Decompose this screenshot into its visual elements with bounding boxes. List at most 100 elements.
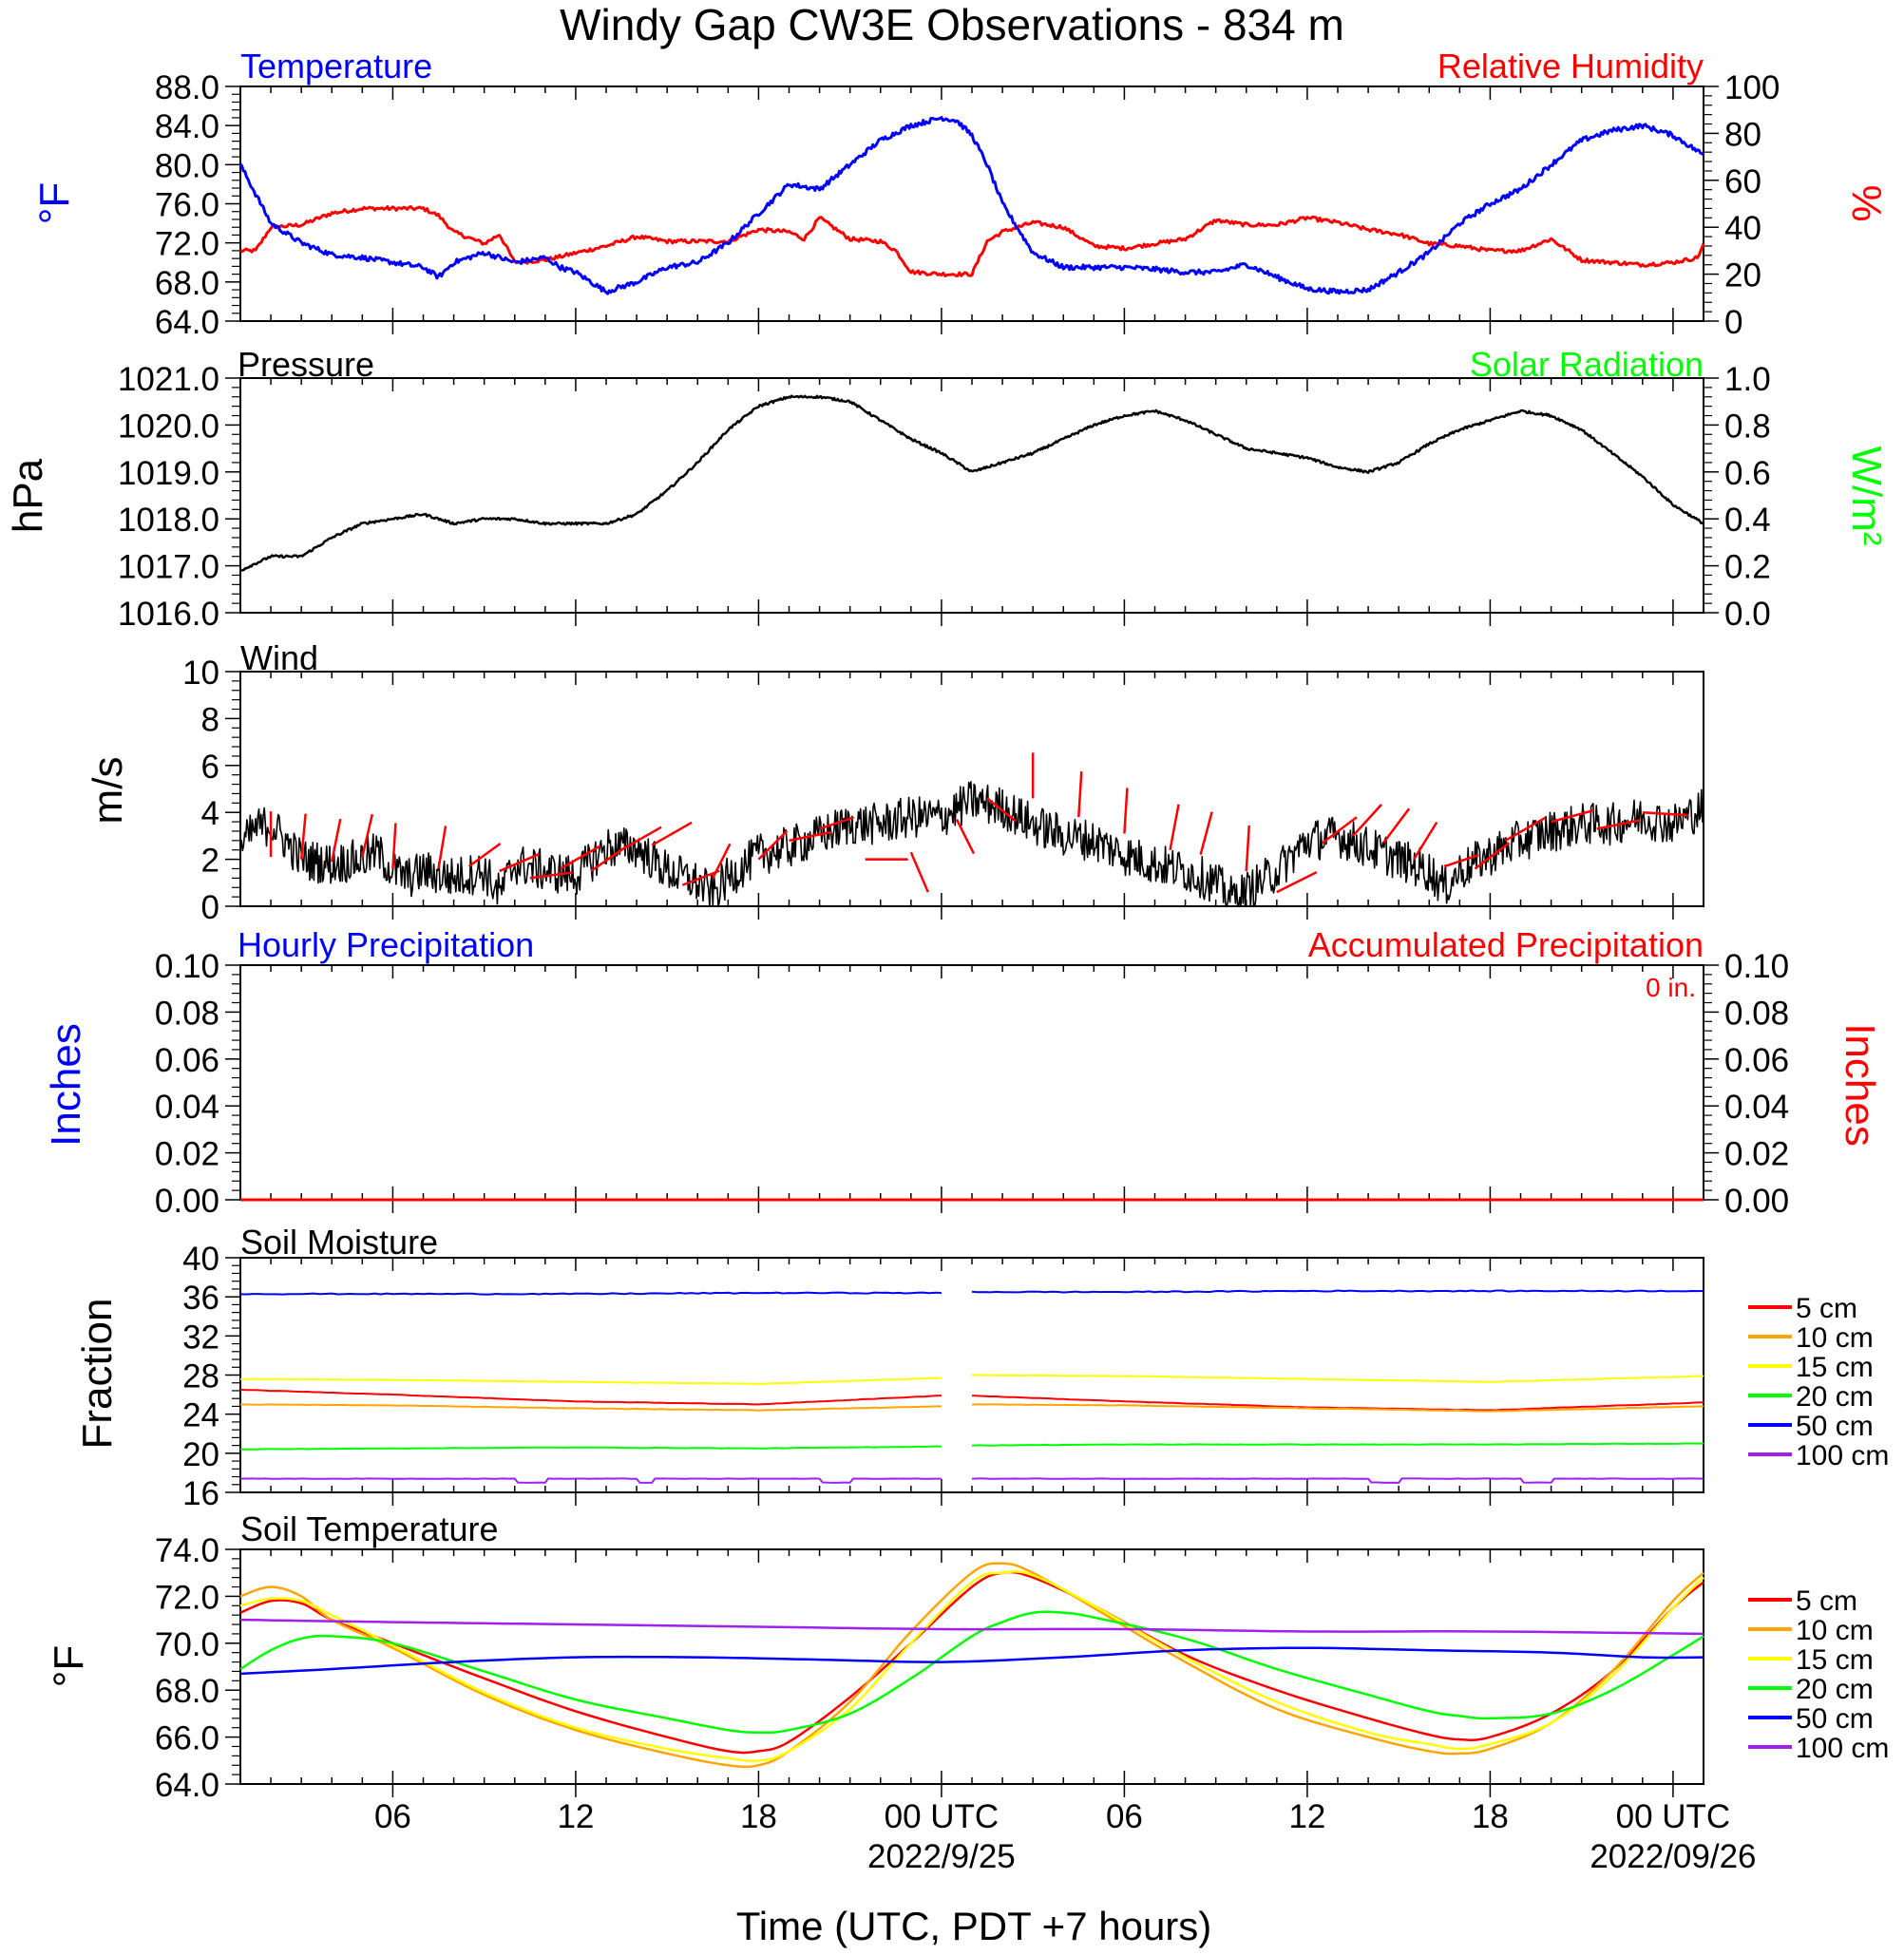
x-date-label: 2022/9/25 bbox=[867, 1838, 1016, 1875]
temperature-ytick-label: 80.0 bbox=[155, 147, 219, 184]
humidity-ytick-label: 80 bbox=[1724, 116, 1761, 153]
soil-moisture-ytick-label: 40 bbox=[182, 1241, 219, 1278]
soil-temperature-axis-label: °F bbox=[46, 1645, 92, 1687]
temperature-ytick-label: 64.0 bbox=[155, 304, 219, 341]
wind-barb bbox=[1596, 819, 1640, 830]
soil-moisture-ytick-label: 28 bbox=[182, 1358, 219, 1395]
x-tick-label: 18 bbox=[1472, 1798, 1509, 1835]
soil-temperature-legend-label: 10 cm bbox=[1796, 1615, 1874, 1646]
hourly-precip-title: Hourly Precipitation bbox=[238, 925, 534, 964]
hourly-precip-ytick-label: 0.08 bbox=[155, 995, 219, 1032]
soil-temperature-ytick-label: 68.0 bbox=[155, 1673, 219, 1710]
soil-temperature-ytick-label: 74.0 bbox=[155, 1532, 219, 1569]
soil-moisture-line-100cm bbox=[971, 1477, 1704, 1484]
temperature-plot-area: 64.068.072.076.080.084.088.0 0 20 40 60 80 100 bbox=[155, 69, 1780, 341]
soil-moisture-axis-label: Fraction bbox=[74, 1299, 121, 1450]
pressure-axis-label: hPa bbox=[5, 458, 51, 533]
soil-temperature-line-20cm bbox=[239, 1610, 1704, 1734]
temperature-ytick-label: 76.0 bbox=[155, 187, 219, 224]
x-date-label: 2022/09/26 bbox=[1590, 1838, 1756, 1875]
wind-barb bbox=[1245, 825, 1250, 872]
x-tick-label: 06 bbox=[1106, 1798, 1143, 1835]
soil-moisture-legend-label: 100 cm bbox=[1796, 1440, 1889, 1471]
soil-moisture-legend-label: 20 cm bbox=[1796, 1381, 1874, 1413]
x-axis-title: Time (UTC, PDT +7 hours) bbox=[736, 1904, 1212, 1948]
wind-barb bbox=[1443, 853, 1479, 868]
temperature-ytick-label: 88.0 bbox=[155, 69, 219, 106]
soil-moisture-legend-label: 10 cm bbox=[1796, 1322, 1874, 1354]
pressure-ytick-label: 1017.0 bbox=[118, 549, 219, 586]
accumulated-precip-ytick-label: 0.08 bbox=[1724, 995, 1789, 1032]
humidity-line bbox=[239, 205, 1705, 277]
wind-barb bbox=[560, 845, 601, 870]
panel-precipitation: Hourly Precipitation Accumulated Precipi… bbox=[43, 925, 1883, 1220]
pressure-line bbox=[240, 394, 1704, 572]
wind-barb bbox=[1504, 816, 1547, 842]
wind-barb bbox=[467, 842, 502, 868]
temperature-ytick-label: 68.0 bbox=[155, 265, 219, 302]
soil-moisture-ytick-label: 16 bbox=[182, 1475, 219, 1512]
wind-barb bbox=[299, 813, 307, 860]
wind-barb bbox=[361, 813, 374, 858]
wind-barb bbox=[1413, 821, 1438, 861]
wind-barb bbox=[1123, 788, 1129, 834]
wind-ytick-label: 4 bbox=[201, 795, 219, 832]
soil-temperature-legend-label: 5 cm bbox=[1796, 1585, 1857, 1617]
temperature-title: Temperature bbox=[240, 47, 432, 85]
accumulated-precip-ytick-label: 0.00 bbox=[1724, 1183, 1789, 1220]
soil-temperature-legend-label: 50 cm bbox=[1796, 1703, 1874, 1735]
wind-barb bbox=[331, 818, 342, 863]
soil-temperature-legend-label: 15 cm bbox=[1796, 1644, 1874, 1676]
wind-barb bbox=[819, 816, 854, 830]
x-tick-label: 12 bbox=[557, 1798, 594, 1835]
solar-ytick-label: 1.0 bbox=[1724, 361, 1771, 398]
soil-moisture-legend-label: 50 cm bbox=[1796, 1411, 1874, 1442]
soil-temperature-ytick-label: 66.0 bbox=[155, 1720, 219, 1757]
humidity-ytick-label: 40 bbox=[1724, 210, 1761, 247]
hourly-precip-ytick-label: 0.02 bbox=[155, 1136, 219, 1173]
soil-temperature-panel-frame bbox=[239, 1548, 1704, 1785]
humidity-ytick-label: 0 bbox=[1724, 304, 1742, 341]
soil-temperature-plot-area: 64.0 66.0 68.0 70.0 72.0 74.0 bbox=[155, 1532, 1704, 1804]
accumulated-precip-annotation: 0 in. bbox=[1646, 973, 1696, 1002]
x-tick-label: 18 bbox=[740, 1798, 777, 1835]
wind-ytick-label: 6 bbox=[201, 749, 219, 786]
pressure-ytick-label: 1019.0 bbox=[118, 455, 219, 492]
wind-axis-label: m/s bbox=[85, 757, 131, 825]
wind-speed-line bbox=[239, 781, 1704, 907]
soil-temperature-title: Soil Temperature bbox=[240, 1509, 498, 1548]
x-tick-label: 00 UTC bbox=[885, 1798, 1000, 1835]
soil-moisture-line-50cm bbox=[239, 1291, 942, 1296]
precipitation-panel-frame bbox=[239, 964, 1704, 1201]
wind-barb bbox=[1276, 871, 1318, 894]
soil-moisture-line-15cm bbox=[240, 1376, 942, 1385]
solar-ytick-label: 0.2 bbox=[1724, 549, 1771, 586]
humidity-ytick-label: 100 bbox=[1724, 69, 1780, 106]
hourly-precip-axis-label: Inches bbox=[43, 1023, 89, 1147]
soil-temperature-legend-label: 100 cm bbox=[1796, 1733, 1889, 1764]
precipitation-plot-area: 0.00 0.02 0.04 0.06 0.08 0.10 0.00 0.02 0.04 0.06… bbox=[155, 948, 1789, 1220]
soil-moisture-legend-label: 5 cm bbox=[1796, 1293, 1857, 1324]
wind-barb bbox=[955, 819, 976, 855]
pressure-plot-area: 1016.0 1017.0 1018.0 1019.0 1020.0 1021.0 0.0 0… bbox=[118, 361, 1771, 633]
temperature-ytick-label: 84.0 bbox=[155, 108, 219, 145]
pressure-ytick-label: 1018.0 bbox=[118, 502, 219, 539]
accumulated-precip-ytick-label: 0.10 bbox=[1724, 948, 1789, 985]
wind-plot-area: 0 2 4 6 8 10 bbox=[182, 655, 1704, 926]
accumulated-precip-title: Accumulated Precipitation bbox=[1308, 925, 1704, 964]
panel-temperature-humidity: Temperature Relative Humidity °F % 64.06… bbox=[31, 47, 1890, 341]
wind-barb bbox=[909, 851, 929, 893]
soil-moisture-line-20cm bbox=[239, 1445, 942, 1451]
soil-moisture-line-10cm bbox=[971, 1403, 1704, 1413]
hourly-precip-ytick-label: 0.00 bbox=[155, 1183, 219, 1220]
wind-barb bbox=[391, 823, 397, 869]
wind-ytick-label: 10 bbox=[182, 655, 219, 692]
soil-moisture-line-5cm bbox=[239, 1388, 942, 1406]
soil-moisture-line-15cm bbox=[971, 1374, 1704, 1383]
soil-temperature-line-15cm bbox=[239, 1570, 1704, 1762]
temperature-panel-frame bbox=[239, 85, 1704, 322]
wind-barb bbox=[789, 830, 832, 843]
